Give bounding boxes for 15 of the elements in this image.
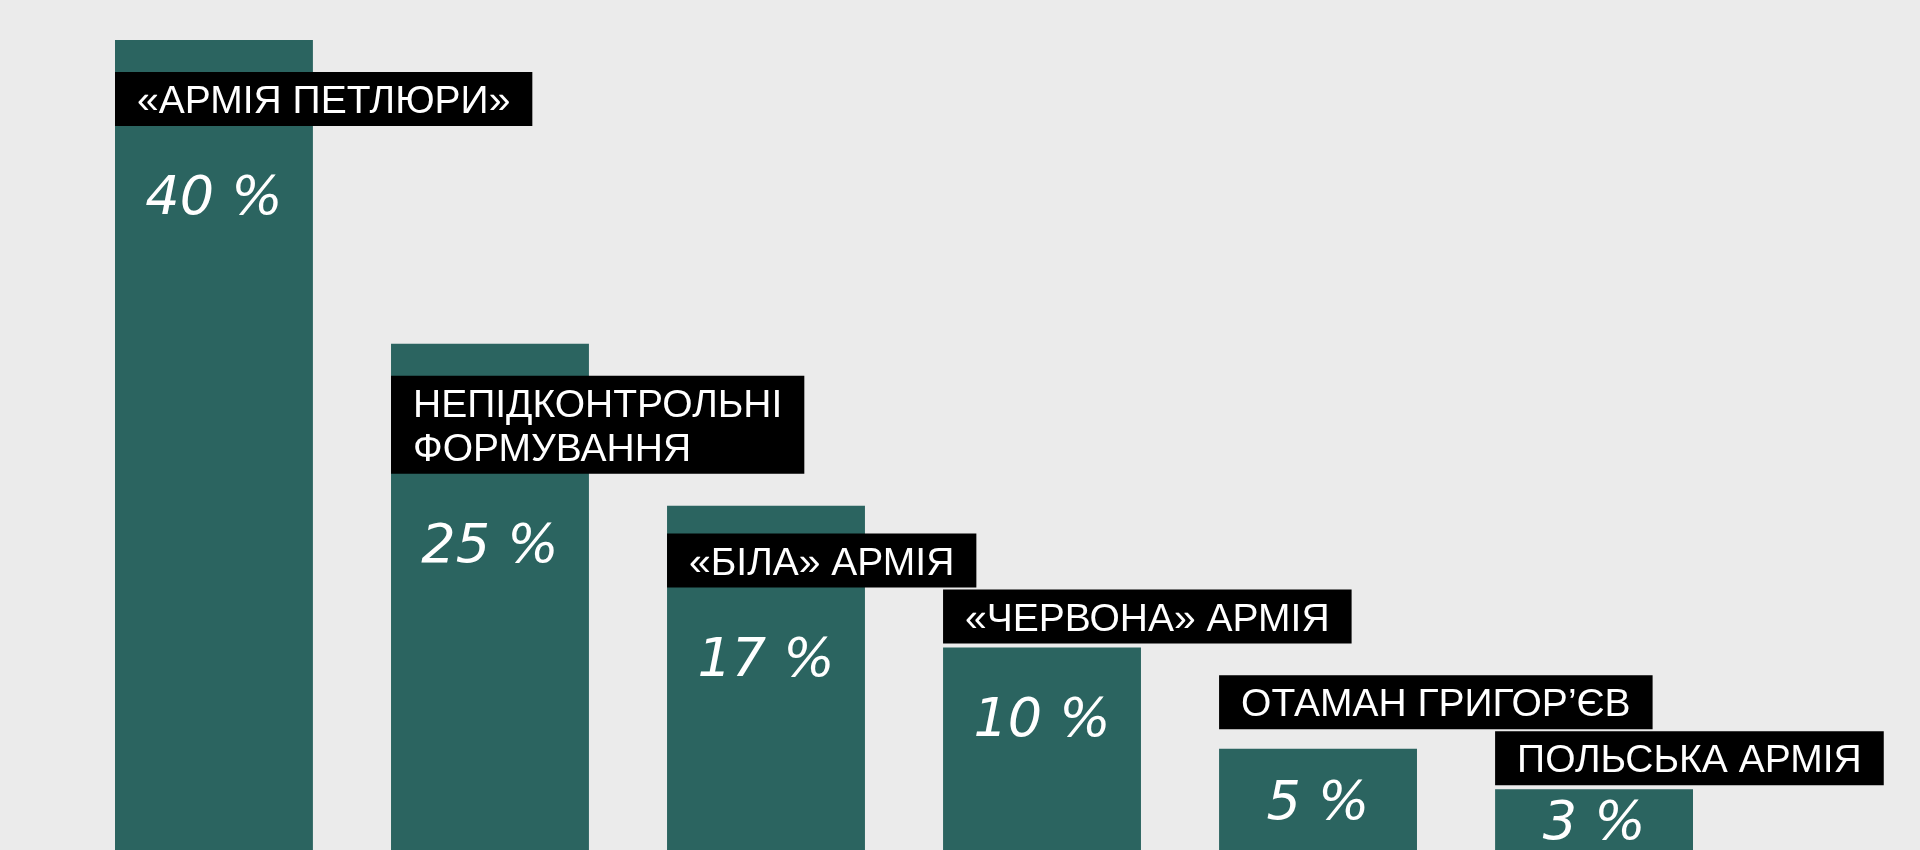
bar bbox=[1219, 748, 1417, 850]
x-tick-label: «АРМІЯ ПЕТЛЮРИ» bbox=[137, 78, 511, 122]
x-tick-label: «БІЛА» АРМІЯ bbox=[689, 539, 955, 583]
data-label: 10 % bbox=[973, 685, 1111, 749]
x-tick-label: ОТАМАН ГРИГОР’ЄВ bbox=[1241, 681, 1631, 725]
x-tick-label: НЕПІДКОНТРОЛЬНІ ФОРМУВАННЯ bbox=[413, 381, 794, 469]
data-label: 3 % bbox=[1542, 789, 1646, 850]
x-tick-label: ПОЛЬСЬКА АРМІЯ bbox=[1517, 737, 1862, 781]
data-label: 17 % bbox=[697, 625, 835, 689]
x-tick-label: «ЧЕРВОНА» АРМІЯ bbox=[965, 595, 1330, 639]
data-label: 5 % bbox=[1266, 768, 1370, 832]
bar bbox=[943, 647, 1141, 850]
data-label: 25 % bbox=[421, 511, 559, 575]
bar bbox=[1495, 789, 1693, 850]
data-label: 40 % bbox=[145, 164, 283, 227]
